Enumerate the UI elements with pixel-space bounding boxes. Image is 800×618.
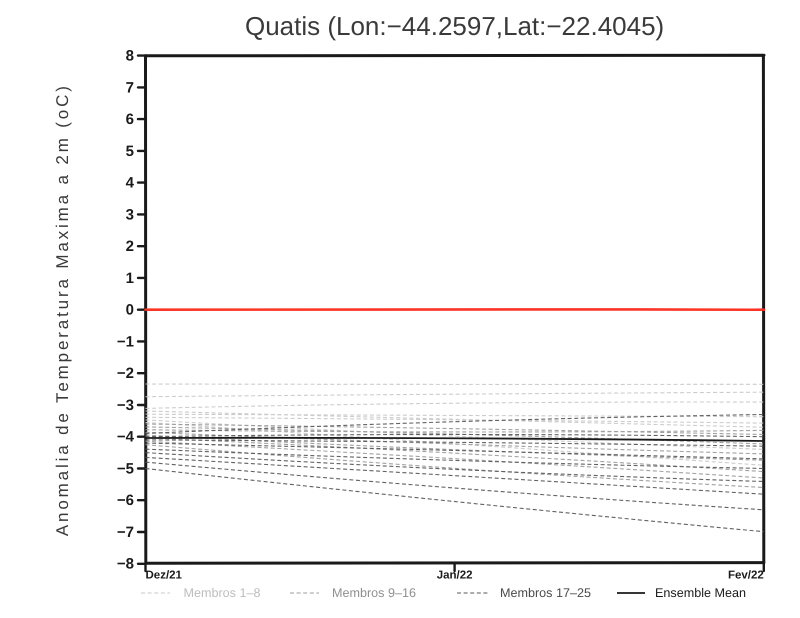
svg-text:7: 7 <box>126 79 134 96</box>
svg-text:4: 4 <box>126 175 135 192</box>
svg-text:Dez/21: Dez/21 <box>146 570 183 582</box>
svg-text:Jan/22: Jan/22 <box>437 570 473 582</box>
svg-text:Membros 17–25: Membros 17–25 <box>500 586 591 600</box>
svg-text:6: 6 <box>126 111 134 128</box>
svg-text:−3: −3 <box>117 397 134 414</box>
svg-text:Anomalia de Temperatura Maxima: Anomalia de Temperatura Maxima a 2m (oC) <box>53 83 72 536</box>
svg-text:−8: −8 <box>117 556 134 573</box>
svg-text:−5: −5 <box>117 460 134 477</box>
svg-text:−2: −2 <box>117 365 134 382</box>
svg-text:−7: −7 <box>117 524 134 541</box>
svg-text:8: 8 <box>126 48 134 65</box>
svg-text:3: 3 <box>126 206 134 223</box>
svg-text:Membros 9–16: Membros 9–16 <box>332 586 416 600</box>
svg-text:2: 2 <box>126 238 134 255</box>
svg-text:Quatis (Lon:−44.2597,Lat:−22.4: Quatis (Lon:−44.2597,Lat:−22.4045) <box>245 11 664 41</box>
svg-text:−6: −6 <box>117 492 134 509</box>
svg-text:1: 1 <box>126 270 134 287</box>
svg-text:Membros 1–8: Membros 1–8 <box>184 586 261 600</box>
svg-text:0: 0 <box>126 302 134 319</box>
svg-text:−1: −1 <box>117 333 134 350</box>
svg-text:Fev/22: Fev/22 <box>728 570 764 582</box>
svg-text:Ensemble Mean: Ensemble Mean <box>655 586 746 600</box>
svg-text:−4: −4 <box>117 429 135 446</box>
svg-text:5: 5 <box>126 143 134 160</box>
